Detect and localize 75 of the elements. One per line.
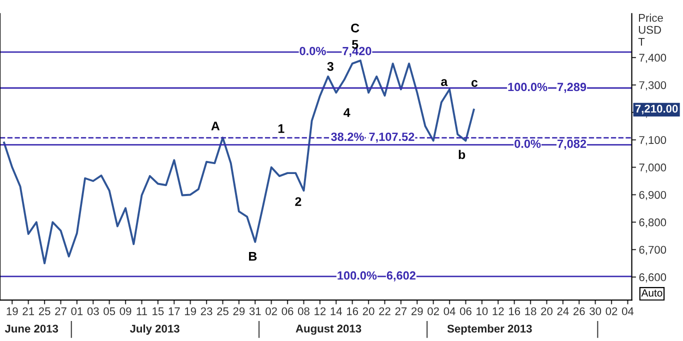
x-tick-label: 29: [233, 307, 245, 316]
annotation: b: [458, 150, 466, 160]
x-tick-label: 27: [395, 307, 407, 316]
x-tick-label: 06: [460, 307, 472, 316]
annotation: 4: [344, 108, 350, 117]
y-tick-label: 7,000: [639, 164, 666, 173]
annotation: A: [211, 122, 220, 130]
x-tick-label: 27: [55, 307, 66, 316]
annotation: C: [351, 24, 360, 32]
x-tick-label: 08: [298, 307, 310, 316]
text: August 2013: [296, 324, 362, 335]
ref-line-label: 6,602: [386, 271, 416, 282]
x-tick-label: 25: [38, 307, 50, 316]
x-tick-label: 22: [379, 307, 390, 316]
x-tick-label: 23: [200, 307, 212, 316]
annotation: 100.0%: [338, 271, 377, 280]
x-tick-label: 05: [104, 307, 116, 316]
annotation: 3: [327, 62, 334, 71]
y-tick-label: 6,600: [639, 273, 666, 282]
y-tick-label: 7,300: [639, 81, 666, 90]
x-tick-label: 06: [282, 307, 294, 316]
annotation: a: [441, 79, 448, 86]
ref-line-label: 7,289: [557, 82, 586, 93]
annotation: 0.0%: [300, 46, 326, 56]
x-tick-label: 17: [168, 307, 180, 316]
x-tick-label: 15: [152, 307, 164, 316]
x-tick-label: 26: [574, 307, 585, 316]
x-tick-label: 04: [444, 307, 456, 316]
text: July 2013: [130, 324, 180, 335]
annotation: B: [249, 252, 257, 261]
x-tick-label: 25: [217, 307, 228, 316]
x-tick-label: 09: [120, 307, 132, 316]
annotation: c: [471, 80, 478, 87]
annotation: 38.2%: [331, 132, 364, 141]
x-tick-label: 20: [362, 307, 374, 316]
annotation: 2: [295, 197, 302, 206]
x-tick-label: 16: [509, 307, 520, 316]
text: Auto: [641, 289, 662, 297]
y-tick-label: 6,900: [639, 190, 666, 200]
x-tick-label: 11: [136, 307, 147, 316]
x-tick-label: 20: [541, 307, 552, 316]
x-tick-label: 02: [428, 307, 439, 316]
x-tick-label: 19: [6, 307, 18, 316]
ref-line-label: 7,082: [557, 140, 586, 150]
annotation: 0.0%: [514, 140, 541, 148]
y-axis-title: Price USD T: [638, 14, 663, 46]
y-tick-label: 6,800: [639, 218, 666, 228]
annotation: 100.0%: [508, 82, 548, 92]
x-tick-label: 29: [412, 307, 423, 316]
text: June 2013: [4, 324, 58, 333]
text: September 2013: [447, 324, 532, 335]
x-tick-label: 21: [22, 307, 34, 316]
ref-line-label: 7,420: [342, 46, 372, 57]
x-tick-label: 31: [249, 307, 261, 316]
x-tick-label: 24: [557, 307, 569, 316]
x-tick-label: 03: [87, 307, 99, 316]
x-tick-label: 19: [185, 307, 196, 316]
x-tick-label: 01: [71, 307, 83, 316]
annotation: 1: [278, 124, 284, 133]
y-tick-label: 7,400: [639, 54, 666, 63]
x-tick-label: 30: [590, 307, 602, 316]
x-tick-label: 12: [492, 307, 504, 316]
x-tick-label: 04: [622, 307, 634, 316]
text: 7,210.00: [635, 104, 678, 114]
ref-line-label: 7,107.52: [369, 132, 414, 143]
x-tick-label: 02: [266, 307, 277, 316]
x-tick-label: 10: [476, 307, 488, 316]
y-tick-label: 6,700: [639, 246, 666, 256]
x-tick-label: 16: [347, 307, 358, 316]
x-tick-label: 02: [606, 307, 618, 316]
x-tick-label: 14: [330, 307, 342, 316]
x-tick-label: 18: [525, 307, 536, 316]
y-tick-label: 7,100: [639, 136, 666, 146]
annotation: 5: [352, 40, 358, 49]
x-tick-label: 12: [314, 307, 326, 316]
